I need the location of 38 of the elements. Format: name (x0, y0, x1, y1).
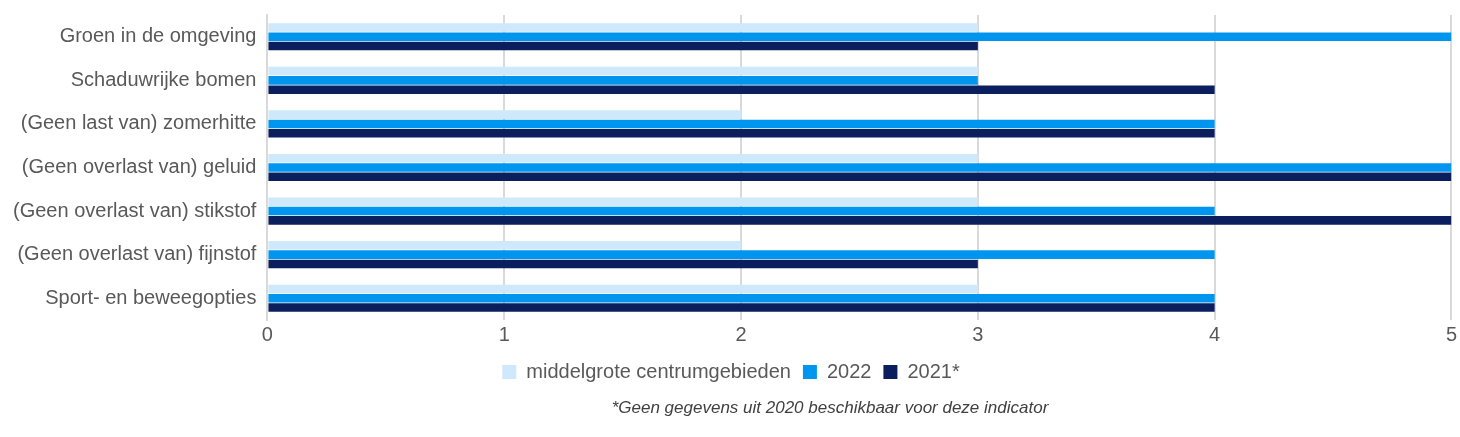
bar (268, 284, 978, 294)
x-tick-label: 0 (261, 322, 273, 345)
legend-label: middelgrote centrumgebieden (526, 359, 791, 382)
bar (268, 23, 978, 32)
bar (268, 293, 1215, 303)
bar (268, 216, 1452, 225)
bar (268, 153, 978, 163)
x-tick-label: 5 (1445, 322, 1457, 345)
bar (268, 172, 1452, 182)
bar (268, 197, 978, 207)
bar (268, 303, 1215, 312)
bar (268, 206, 1215, 216)
bar (268, 119, 1215, 129)
y-tick-label: (Geen overlast van) fijnstof (17, 242, 257, 265)
x-tick-label: 4 (1209, 322, 1221, 345)
bar (268, 76, 978, 85)
bar (268, 66, 978, 76)
y-tick-label: Groen in de omgeving (59, 24, 257, 47)
legend-label: 2022 (826, 359, 872, 382)
x-tick-label: 2 (735, 322, 747, 345)
x-tick-label: 3 (972, 322, 984, 345)
bar (268, 41, 978, 51)
bar (268, 110, 742, 119)
bar (268, 85, 1215, 94)
y-tick-label: Sport- en beweegopties (45, 285, 257, 308)
bar (268, 259, 978, 269)
y-tick-label: (Geen last van) zomerhitte (20, 111, 257, 134)
y-tick-label: (Geen overlast van) stikstof (12, 198, 257, 221)
bar (268, 32, 1452, 42)
bar (268, 250, 1215, 259)
x-tick-label: 1 (498, 322, 510, 345)
bar (268, 128, 1215, 138)
y-tick-label: (Geen overlast van) geluid (21, 155, 257, 178)
legend-label: 2021* (907, 359, 960, 382)
y-tick-label: Schaduwrijke bomen (70, 67, 257, 90)
bar (268, 163, 1452, 172)
bar (268, 241, 742, 250)
text: *Geen gegevens uit 2020 beschikbaar voor deze indicator (610, 398, 1050, 418)
